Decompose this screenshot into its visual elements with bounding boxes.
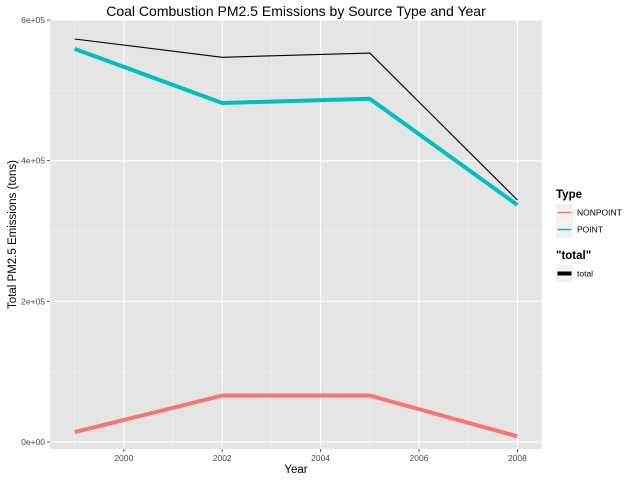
plot-panel (50, 20, 542, 449)
series-line-point (73, 46, 519, 207)
x-axis-title: Year (284, 464, 307, 476)
legend-title: Type (556, 189, 582, 201)
y-tick-label: 0e+00 (21, 437, 45, 447)
legend-label: total (577, 269, 593, 279)
x-tick-label: 2006 (410, 453, 429, 463)
legend-title: "total" (556, 250, 591, 262)
x-tick-label: 2000 (114, 453, 133, 463)
chart-title: Coal Combustion PM2.5 Emissions by Sourc… (106, 3, 486, 19)
y-tick-label: 4e+05 (21, 156, 45, 166)
x-tick-label: 2008 (508, 453, 527, 463)
legend-label: POINT (577, 225, 603, 235)
series-line-nonpoint (74, 393, 518, 439)
axes: 2000 2002 2004 2006 2008 0e+00 2e+05 4e+05 6e+05 (21, 15, 527, 463)
x-tick-label: 2004 (311, 453, 330, 463)
series-line-total (74, 38, 518, 201)
y-tick-label: 2e+05 (21, 296, 45, 306)
y-axis-title: Total PM2.5 Emissions (tons) (7, 160, 19, 309)
grid-lines (50, 19, 542, 449)
series-lines (73, 38, 519, 439)
legend-label: NONPOINT (577, 208, 622, 218)
y-tick-label: 6e+05 (21, 15, 45, 25)
x-tick-label: 2002 (213, 453, 232, 463)
legend: Type NONPOINT POINT "total" total (556, 189, 622, 282)
